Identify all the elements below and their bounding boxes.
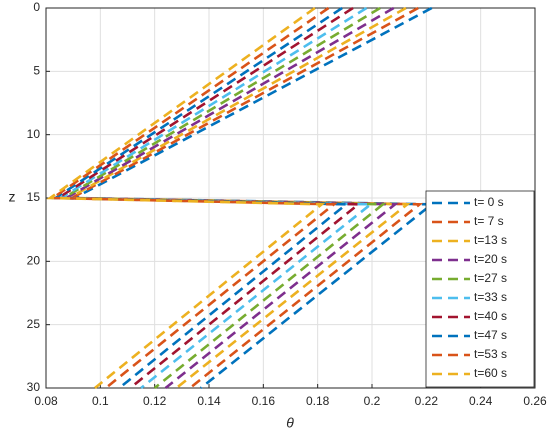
- x-tick-label: 0.24: [469, 394, 493, 408]
- legend-label: t=47 s: [474, 328, 507, 342]
- x-tick-label: 0.26: [523, 394, 547, 408]
- x-tick-label: 0.2: [364, 394, 381, 408]
- x-tick-label: 0.12: [143, 394, 167, 408]
- x-axis-label: θ: [286, 415, 294, 431]
- legend-label: t=40 s: [474, 309, 507, 323]
- legend-label: t=60 s: [474, 366, 507, 380]
- y-tick-label: 30: [27, 380, 41, 394]
- line-series: [61, 6, 399, 390]
- x-tick-label: 0.14: [197, 394, 221, 408]
- x-tick-label: 0.18: [306, 394, 330, 408]
- line-series: [48, 6, 338, 390]
- y-tick-label: 5: [33, 64, 40, 78]
- x-tick-label: 0.22: [415, 394, 439, 408]
- y-tick-label: 25: [27, 317, 41, 331]
- y-tick-label: 15: [27, 190, 41, 204]
- legend-label: t=20 s: [474, 252, 507, 266]
- y-axis-label: z: [9, 189, 16, 205]
- axes-box: [45, 7, 536, 389]
- legend-label: t=33 s: [474, 290, 507, 304]
- legend-label: t=27 s: [474, 271, 507, 285]
- legend-label: t= 0 s: [474, 195, 504, 209]
- x-tick-label: 0.08: [34, 394, 58, 408]
- legend-label: t=13 s: [474, 233, 507, 247]
- legend-box: [425, 190, 535, 388]
- y-tick-label: 10: [27, 127, 41, 141]
- legend-label: t= 7 s: [474, 214, 504, 228]
- line-series: [64, 6, 411, 390]
- legend-label: t=53 s: [474, 347, 507, 361]
- y-tick-label: 20: [27, 254, 41, 268]
- line-series: [46, 6, 326, 390]
- y-tick-label: 0: [33, 0, 40, 14]
- x-tick-label: 0.16: [252, 394, 276, 408]
- x-tick-label: 0.1: [92, 394, 109, 408]
